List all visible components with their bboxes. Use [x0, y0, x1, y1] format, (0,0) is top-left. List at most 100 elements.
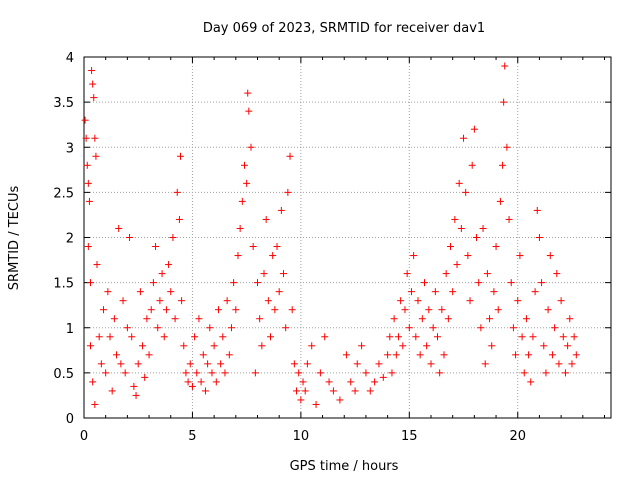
data-point — [117, 360, 125, 368]
data-point — [262, 215, 270, 223]
data-point — [234, 252, 242, 260]
x-tick-label: 0 — [80, 429, 88, 444]
y-axis-label: SRMTID / TECUs — [7, 186, 22, 291]
data-point — [244, 89, 252, 97]
data-point — [195, 315, 203, 323]
data-point — [147, 306, 155, 314]
data-point — [564, 342, 572, 350]
data-point — [394, 333, 402, 341]
x-tick-label: 10 — [293, 429, 310, 444]
data-point — [191, 333, 199, 341]
data-point — [546, 252, 554, 260]
data-point — [520, 369, 528, 377]
data-point — [230, 279, 238, 287]
data-point — [392, 351, 400, 359]
data-point — [193, 369, 201, 377]
data-point — [375, 360, 383, 368]
data-point — [113, 351, 121, 359]
data-point — [533, 206, 541, 214]
data-point — [438, 306, 446, 314]
data-point — [186, 360, 194, 368]
data-point — [201, 387, 209, 395]
data-point — [102, 369, 110, 377]
data-points — [81, 62, 580, 408]
data-point — [165, 261, 173, 269]
data-point — [225, 351, 233, 359]
data-point — [84, 243, 92, 251]
data-point — [249, 243, 257, 251]
data-point — [126, 234, 134, 241]
data-point — [462, 188, 470, 196]
data-point — [251, 369, 259, 377]
data-point — [535, 234, 543, 241]
data-point — [214, 306, 222, 314]
y-tick-label: 3 — [66, 141, 74, 156]
data-point — [525, 351, 533, 359]
data-point — [553, 270, 561, 278]
data-point — [342, 351, 350, 359]
data-point — [106, 333, 114, 341]
data-point — [366, 387, 374, 395]
data-point — [154, 324, 162, 332]
data-point — [336, 396, 344, 404]
data-point — [440, 351, 448, 359]
data-point — [447, 243, 455, 251]
data-point — [509, 324, 517, 332]
data-point — [468, 161, 476, 169]
data-point — [156, 297, 164, 305]
data-point — [379, 373, 387, 381]
x-tick-label: 5 — [188, 429, 196, 444]
data-point — [460, 134, 468, 142]
data-point — [362, 369, 370, 377]
data-point — [492, 243, 500, 251]
data-point — [499, 161, 507, 169]
data-point — [386, 333, 394, 341]
data-point — [453, 261, 461, 269]
data-point — [275, 288, 283, 296]
data-point — [180, 342, 188, 350]
data-point — [288, 306, 296, 314]
data-point — [97, 360, 105, 368]
data-point — [84, 179, 92, 187]
data-point — [95, 333, 103, 341]
data-point — [488, 342, 496, 350]
data-point — [173, 188, 181, 196]
data-point — [570, 333, 578, 341]
data-point — [267, 333, 275, 341]
data-point — [206, 324, 214, 332]
data-point — [136, 288, 144, 296]
data-point — [353, 360, 361, 368]
data-point — [223, 297, 231, 305]
x-tick-label: 20 — [509, 429, 526, 444]
data-point — [555, 360, 563, 368]
x-axis-label: GPS time / hours — [290, 459, 399, 474]
data-point — [416, 351, 424, 359]
data-point — [494, 306, 502, 314]
data-point — [449, 288, 457, 296]
data-point — [551, 324, 559, 332]
data-point — [514, 297, 522, 305]
data-point — [351, 387, 359, 395]
data-point — [149, 279, 157, 287]
y-tick-label: 0 — [66, 412, 74, 427]
data-point — [420, 279, 428, 287]
data-point — [93, 261, 101, 269]
data-point — [87, 279, 95, 287]
data-point — [466, 297, 474, 305]
data-point — [253, 279, 261, 287]
data-point — [264, 297, 272, 305]
data-point — [121, 369, 129, 377]
data-point — [490, 288, 498, 296]
data-point — [505, 215, 513, 223]
data-point — [518, 333, 526, 341]
data-point — [390, 315, 398, 323]
data-point — [503, 143, 511, 151]
data-point — [145, 351, 153, 359]
data-point — [444, 315, 452, 323]
data-point — [455, 179, 463, 187]
data-point — [507, 279, 515, 287]
data-point — [457, 224, 465, 232]
data-point — [82, 134, 90, 142]
axis-ticks: 0 0.5 1 1.5 2 2.5 3 3.5 4 0 5 10 15 20 — [53, 51, 611, 444]
data-point — [134, 360, 142, 368]
